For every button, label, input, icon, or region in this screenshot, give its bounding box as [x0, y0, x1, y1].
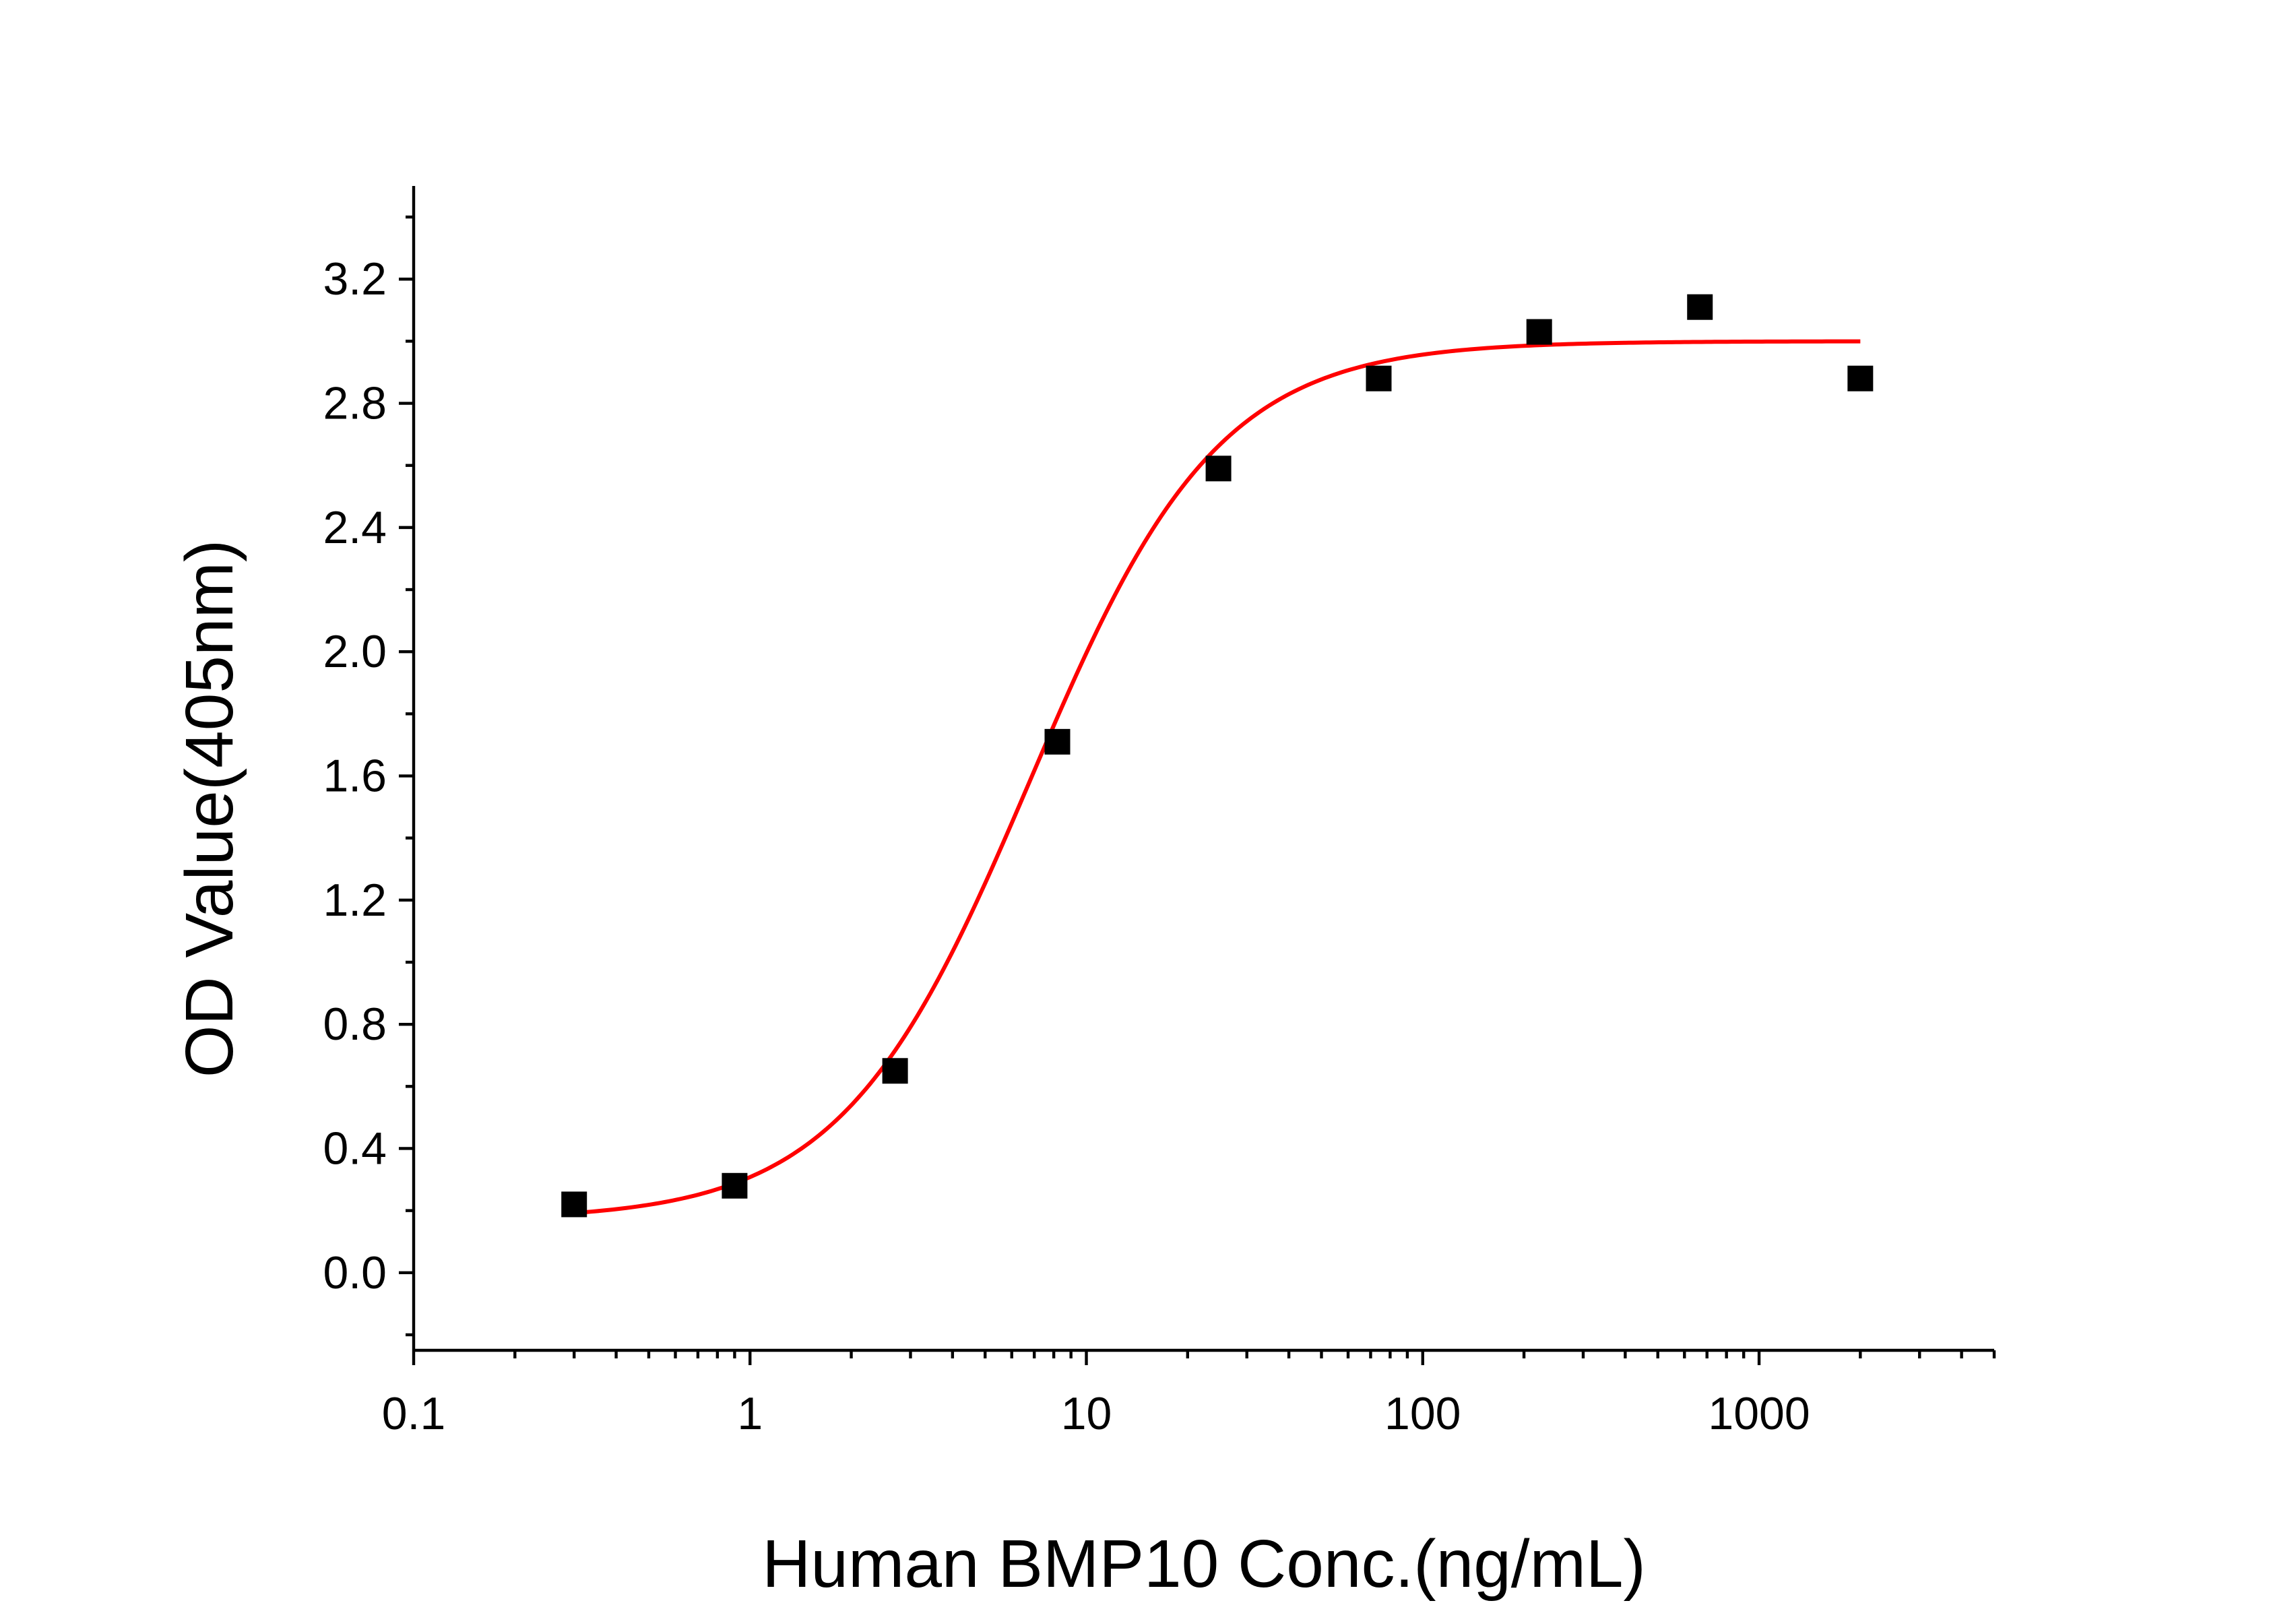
fit-curve-layer [573, 339, 1861, 1216]
x-tick-label: 10 [1061, 1388, 1112, 1439]
labels-layer: 0.0 0.4 0.8 1.2 1.6 2.0 2.4 2.8 3.2 0.1 1 10 100 1000… [172, 253, 1810, 1602]
data-point [1366, 365, 1392, 391]
x-tick-label: 100 [1384, 1388, 1461, 1439]
x-tick-label: 0.1 [382, 1388, 446, 1439]
y-tick-label: 1.2 [323, 875, 387, 926]
y-axis-title: OD Value(405nm) [172, 540, 247, 1078]
data-point [1687, 294, 1713, 320]
x-axis-title: Human BMP10 Conc.(ng/mL) [762, 1526, 1646, 1602]
data-point [561, 1191, 587, 1218]
y-tick-label: 0.8 [323, 999, 387, 1050]
data-point [1205, 455, 1232, 482]
fit-curve [573, 339, 1861, 1216]
x-tick-label: 1 [737, 1388, 763, 1439]
y-tick-label: 1.6 [323, 751, 387, 802]
data-point [1847, 365, 1874, 391]
y-tick-label: 2.0 [323, 626, 387, 677]
y-tick-label: 2.8 [323, 378, 387, 429]
data-point [722, 1172, 748, 1199]
x-tick-label: 1000 [1708, 1388, 1810, 1439]
data-point [1044, 728, 1071, 755]
y-tick-label: 3.2 [323, 253, 387, 305]
data-point [882, 1058, 908, 1084]
y-tick-label: 0.4 [323, 1123, 387, 1174]
y-tick-label: 2.4 [323, 502, 387, 553]
axes [399, 186, 1996, 1365]
y-tick-label: 0.0 [323, 1247, 387, 1298]
data-point [1526, 319, 1552, 345]
data-points-layer [561, 294, 1874, 1218]
